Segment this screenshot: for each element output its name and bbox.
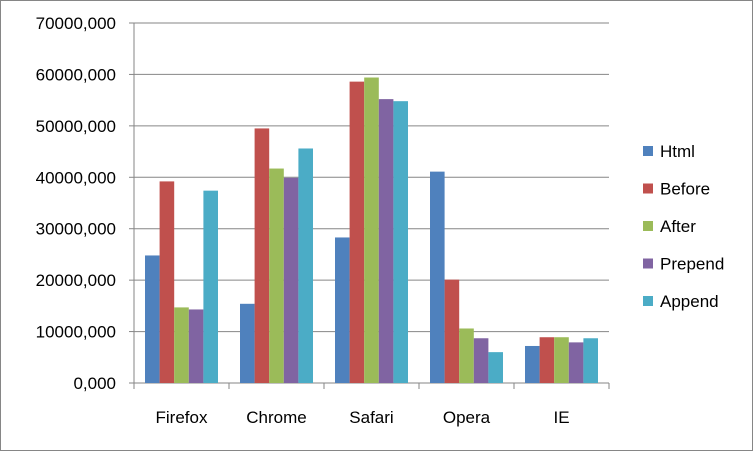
bar-before-ie	[539, 337, 555, 383]
bar-prepend-firefox	[188, 309, 204, 383]
bar-after-safari	[364, 77, 379, 383]
bar-append-safari	[393, 101, 408, 384]
bar-before-firefox	[159, 181, 175, 383]
bar-html-safari	[335, 237, 350, 383]
bar-prepend-opera	[473, 338, 489, 383]
x-category-label: Safari	[349, 408, 393, 427]
y-tick-label: 70000,000	[36, 14, 116, 33]
y-tick-label: 10000,000	[36, 323, 116, 342]
bar-after-opera	[459, 328, 474, 383]
bar-append-firefox	[203, 190, 218, 383]
bar-html-opera	[430, 171, 445, 383]
x-category-label: Firefox	[156, 408, 208, 427]
x-category-label: Chrome	[246, 408, 306, 427]
bar-after-chrome	[269, 168, 284, 383]
y-tick-label: 30000,000	[36, 220, 116, 239]
bar-after-ie	[554, 337, 569, 383]
bar-prepend-chrome	[283, 177, 299, 383]
bar-append-chrome	[298, 148, 313, 383]
bar-append-ie	[583, 338, 598, 383]
bar-append-opera	[488, 352, 503, 383]
x-category-label: Opera	[443, 408, 491, 427]
bar-prepend-ie	[568, 342, 584, 383]
bar-after-firefox	[174, 307, 189, 383]
legend-label-before: Before	[660, 180, 710, 199]
legend-label-prepend: Prepend	[660, 255, 724, 274]
y-tick-label: 20000,000	[36, 271, 116, 290]
legend-label-after: After	[660, 217, 696, 236]
bar-prepend-safari	[378, 99, 394, 383]
x-category-label: IE	[553, 408, 569, 427]
bar-before-opera	[444, 279, 460, 383]
bar-before-chrome	[254, 128, 270, 383]
y-tick-label: 60000,000	[36, 65, 116, 84]
bar-html-firefox	[145, 255, 160, 383]
bar-before-safari	[349, 81, 365, 383]
legend-swatch-html	[643, 146, 653, 156]
legend-swatch-prepend	[643, 258, 653, 269]
y-tick-label: 50000,000	[36, 117, 116, 136]
legend-swatch-before	[643, 183, 653, 194]
legend-label-html: Html	[660, 142, 695, 161]
legend-label-append: Append	[660, 292, 719, 311]
bar-html-chrome	[240, 303, 255, 383]
legend-swatch-after	[643, 221, 653, 231]
bar-html-ie	[525, 345, 540, 383]
y-tick-label: 0,000	[73, 374, 116, 393]
y-tick-label: 40000,000	[36, 168, 116, 187]
legend-swatch-append	[643, 296, 653, 306]
